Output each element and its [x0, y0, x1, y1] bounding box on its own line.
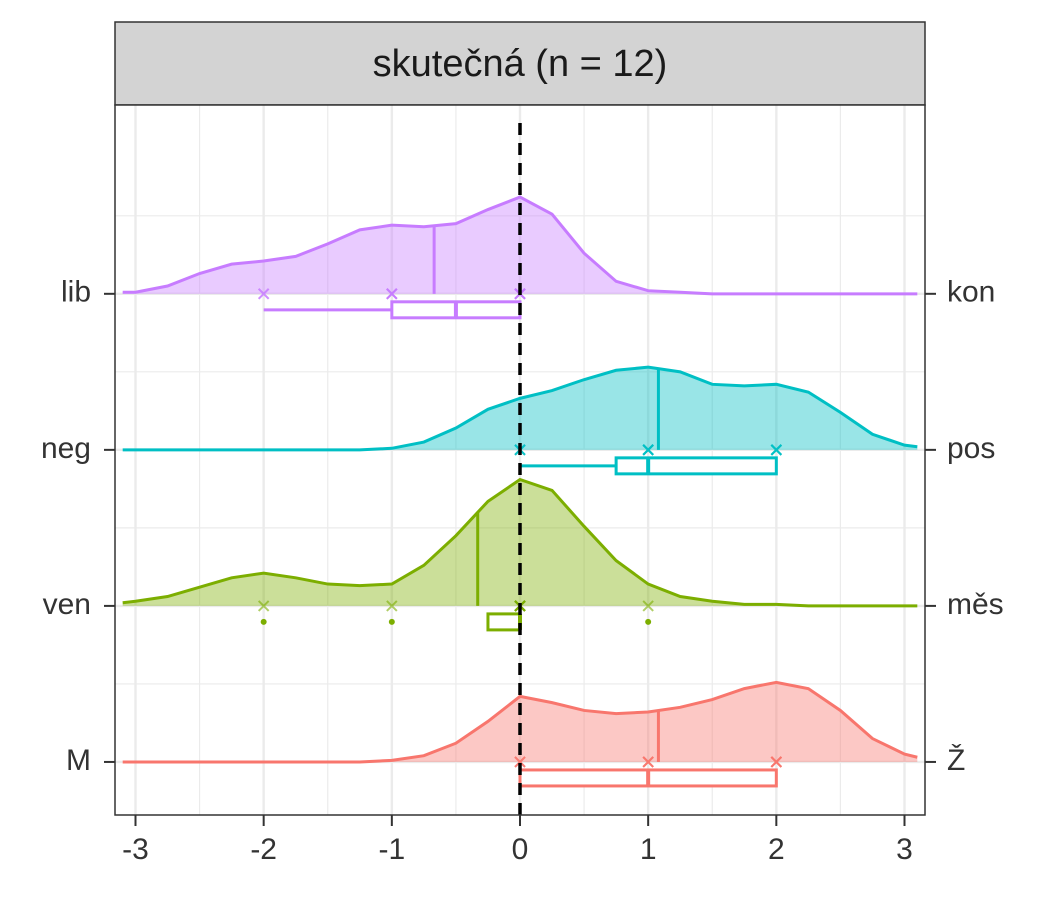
- point: [386, 600, 398, 612]
- point: [642, 600, 654, 612]
- outlier: [388, 618, 395, 625]
- x-tick-label: 2: [768, 833, 785, 866]
- y2-tick-label: pos: [947, 432, 995, 465]
- x-tick-label: -3: [122, 833, 149, 866]
- point: [257, 600, 270, 612]
- x-tick-label: -2: [250, 833, 277, 866]
- box: [486, 612, 522, 632]
- x-tick-label: 1: [640, 833, 657, 866]
- y-tick-label: lib: [61, 276, 91, 309]
- strip: [114, 21, 926, 106]
- y-tick-label: M: [66, 744, 91, 777]
- x-tick-label: 0: [512, 833, 529, 866]
- y-tick-label: ven: [43, 588, 91, 621]
- y2-tick-label: kon: [947, 276, 995, 309]
- outlier: [645, 618, 652, 625]
- x-tick-label: 3: [896, 833, 913, 866]
- box: [614, 456, 778, 476]
- y-tick-label: neg: [41, 432, 91, 465]
- point: [770, 444, 783, 456]
- point: [514, 756, 526, 768]
- density-area: [122, 479, 918, 606]
- y2-tick-label: Ž: [947, 744, 965, 777]
- point: [770, 756, 783, 768]
- point: [642, 444, 654, 456]
- x-tick-label: -1: [378, 833, 405, 866]
- point: [642, 756, 654, 768]
- strip-label: skutečná (n = 12): [373, 43, 668, 85]
- density-line: [122, 477, 918, 608]
- density-line: [122, 365, 918, 452]
- outlier: [260, 618, 267, 625]
- density-area: [122, 682, 918, 762]
- point: [257, 288, 270, 300]
- point: [386, 288, 398, 300]
- y2-tick-label: měs: [947, 588, 1004, 621]
- density-line: [122, 195, 918, 296]
- density-line: [122, 680, 918, 764]
